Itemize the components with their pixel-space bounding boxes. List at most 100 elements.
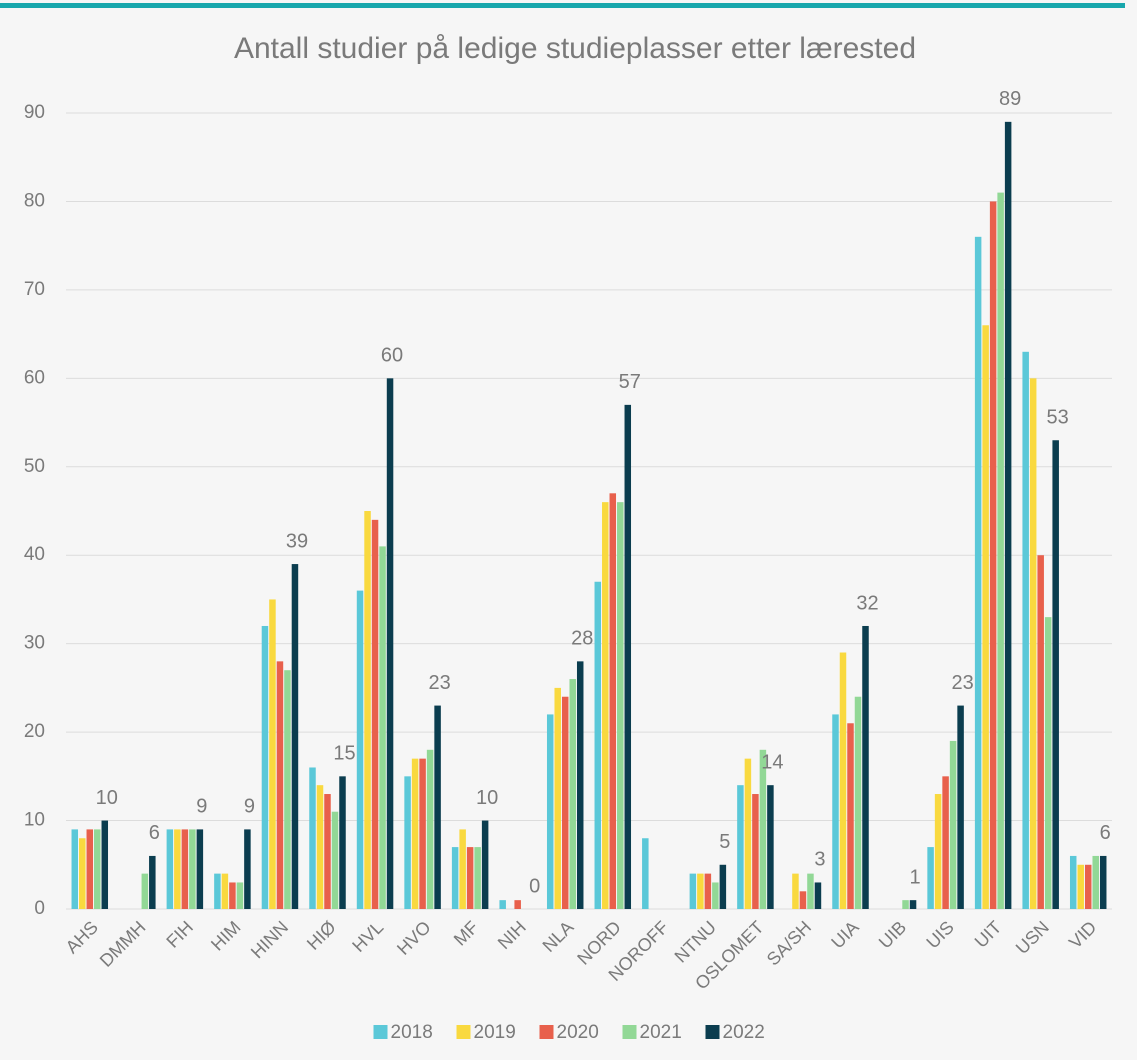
- legend-swatch: [705, 1025, 720, 1039]
- bar: [499, 900, 506, 909]
- bar: [807, 873, 814, 909]
- data-label: 1: [909, 866, 920, 888]
- bar: [982, 325, 989, 909]
- bar: [989, 201, 997, 909]
- data-label: 28: [571, 628, 593, 650]
- bar: [934, 794, 942, 909]
- bar: [569, 679, 576, 909]
- bar: [481, 820, 489, 909]
- y-tick-label: 90: [24, 102, 45, 123]
- bar: [624, 404, 632, 909]
- legend-swatch: [539, 1025, 554, 1039]
- bar: [609, 493, 617, 909]
- bar: [737, 785, 744, 909]
- bar: [86, 829, 94, 909]
- bar: [1084, 864, 1092, 909]
- bar: [514, 900, 521, 909]
- bar: [276, 661, 284, 909]
- y-tick-label: 20: [24, 721, 45, 742]
- data-label: 53: [1047, 407, 1069, 429]
- bar: [847, 723, 854, 909]
- bar: [697, 873, 704, 909]
- bar: [902, 900, 909, 909]
- bar: [546, 714, 554, 909]
- bar: [181, 829, 189, 909]
- bar: [594, 581, 602, 909]
- bar: [561, 696, 569, 909]
- bar: [602, 502, 609, 909]
- legend-label: 2019: [474, 1022, 516, 1043]
- bar: [324, 794, 331, 909]
- data-label: 5: [719, 831, 730, 853]
- data-label: 32: [856, 592, 878, 614]
- y-tick-label: 10: [24, 810, 45, 831]
- bar: [236, 882, 244, 909]
- data-label: 9: [244, 796, 255, 818]
- bar: [229, 882, 236, 909]
- bar: [379, 546, 386, 909]
- data-label: 23: [951, 672, 973, 694]
- data-label: 57: [619, 371, 641, 393]
- bar: [371, 519, 379, 909]
- bar: [814, 882, 822, 909]
- data-label: 10: [476, 787, 498, 809]
- bar: [1029, 378, 1037, 909]
- bar: [316, 785, 324, 909]
- bar: [1044, 617, 1052, 909]
- bar: [451, 847, 459, 909]
- y-tick-label: 80: [24, 190, 45, 211]
- bar: [434, 705, 441, 909]
- legend-swatch: [456, 1025, 471, 1039]
- bar: [1037, 555, 1044, 909]
- data-label: 39: [286, 530, 308, 552]
- bar: [862, 625, 869, 909]
- bar: [712, 882, 719, 909]
- top-bar: [0, 3, 1125, 8]
- bar: [942, 776, 949, 909]
- bar: [974, 236, 982, 910]
- legend-label: 2020: [557, 1022, 599, 1043]
- bar: [909, 900, 917, 909]
- bar: [576, 661, 584, 909]
- data-label: 0: [529, 875, 540, 897]
- data-label: 14: [761, 751, 783, 773]
- data-label: 6: [149, 822, 160, 844]
- chart-title: Antall studier på ledige studieplasser e…: [234, 32, 916, 65]
- bar: [411, 758, 419, 909]
- bar: [1077, 864, 1084, 909]
- bar: [364, 511, 371, 909]
- data-label: 15: [333, 743, 355, 765]
- y-tick-label: 50: [24, 456, 45, 477]
- bar: [284, 670, 291, 909]
- bar: [466, 847, 474, 909]
- bar: [339, 776, 346, 909]
- bar: [71, 829, 79, 909]
- y-tick-label: 40: [24, 544, 45, 565]
- data-label: 23: [428, 672, 450, 694]
- y-tick-label: 70: [24, 279, 45, 300]
- bar: [1052, 440, 1059, 909]
- bar: [291, 564, 299, 909]
- bar: [244, 829, 251, 909]
- bar: [79, 838, 86, 909]
- bar: [331, 811, 339, 909]
- bar: [356, 590, 364, 909]
- bar: [309, 767, 316, 909]
- legend-label: 2021: [640, 1022, 682, 1043]
- data-label: 89: [999, 88, 1021, 110]
- data-label: 3: [814, 849, 825, 871]
- bar: [386, 378, 394, 909]
- data-label: 6: [1100, 822, 1111, 844]
- bar: [617, 502, 624, 909]
- bar: [767, 785, 774, 909]
- bar: [474, 847, 481, 909]
- bar: [854, 696, 862, 909]
- bar: [101, 820, 109, 909]
- bar: [839, 652, 847, 909]
- data-label: 10: [96, 787, 118, 809]
- bar: [744, 758, 752, 909]
- bar: [719, 864, 727, 909]
- bar: [1022, 351, 1029, 909]
- bar: [792, 873, 799, 909]
